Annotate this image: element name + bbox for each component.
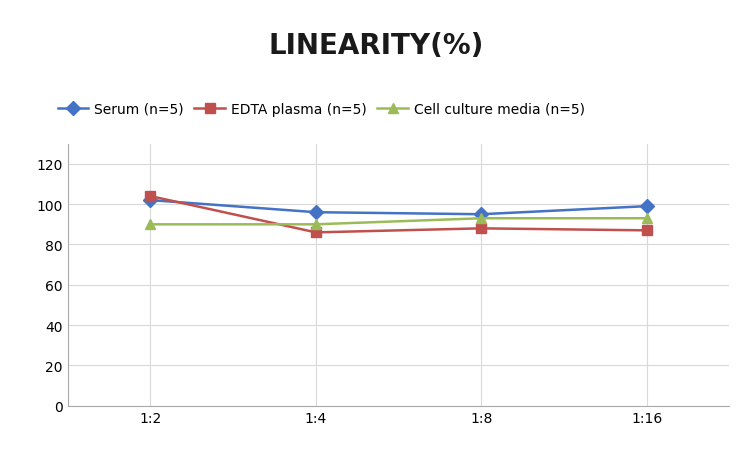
Cell culture media (n=5) — [642, 216, 651, 221]
EDTA plasma (n=5) — [477, 226, 486, 231]
Line: EDTA plasma (n=5): EDTA plasma (n=5) — [146, 192, 651, 238]
EDTA plasma (n=5) — [311, 230, 320, 235]
Serum (n=5) — [477, 212, 486, 217]
Line: Cell culture media (n=5): Cell culture media (n=5) — [146, 214, 651, 230]
Text: LINEARITY(%): LINEARITY(%) — [268, 32, 484, 60]
EDTA plasma (n=5) — [642, 228, 651, 234]
Legend: Serum (n=5), EDTA plasma (n=5), Cell culture media (n=5): Serum (n=5), EDTA plasma (n=5), Cell cul… — [52, 97, 590, 122]
Cell culture media (n=5) — [477, 216, 486, 221]
Cell culture media (n=5) — [146, 222, 155, 227]
Serum (n=5) — [642, 204, 651, 209]
Serum (n=5) — [311, 210, 320, 216]
Line: Serum (n=5): Serum (n=5) — [146, 196, 651, 220]
Serum (n=5) — [146, 198, 155, 203]
Cell culture media (n=5) — [311, 222, 320, 227]
EDTA plasma (n=5) — [146, 194, 155, 199]
